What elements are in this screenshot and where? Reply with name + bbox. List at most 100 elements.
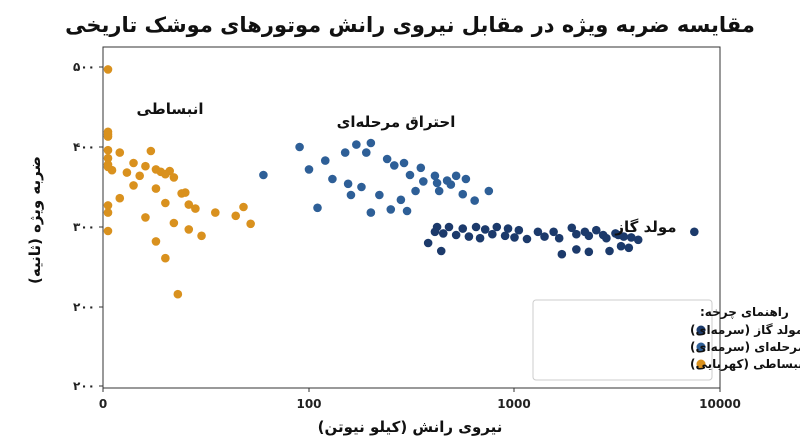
data-point-series-2 xyxy=(151,184,161,193)
data-point-series-0 xyxy=(557,249,567,259)
data-point-series-1 xyxy=(343,179,353,189)
data-point-series-2 xyxy=(151,237,161,246)
data-point-series-2 xyxy=(141,213,150,222)
data-point-series-0 xyxy=(584,247,594,257)
data-point-series-2 xyxy=(169,173,179,182)
data-point-series-1 xyxy=(430,171,440,181)
data-point-series-1 xyxy=(411,186,420,196)
legend-marker xyxy=(696,325,706,335)
data-point-series-0 xyxy=(549,227,558,237)
data-point-series-1 xyxy=(361,148,371,157)
data-point-series-0 xyxy=(475,233,485,243)
data-point-series-0 xyxy=(591,225,601,235)
legend-title: راهنمای چرخه: xyxy=(700,305,789,319)
data-point-series-2 xyxy=(180,188,190,197)
data-point-series-2 xyxy=(184,200,194,209)
data-point-series-0 xyxy=(624,243,634,253)
data-point-series-0 xyxy=(423,238,433,248)
data-point-series-1 xyxy=(328,174,337,184)
data-point-series-1 xyxy=(451,171,461,181)
plot-frame xyxy=(102,46,721,389)
data-point-series-0 xyxy=(438,229,448,238)
data-point-series-2 xyxy=(129,158,138,168)
x-axis-label: نیروی رانش (کیلو نیوتن) xyxy=(318,418,503,436)
data-point-series-0 xyxy=(540,232,549,241)
data-point-series-2 xyxy=(197,231,206,241)
data-point-series-0 xyxy=(633,235,643,245)
data-point-series-0 xyxy=(584,231,594,241)
data-point-series-2 xyxy=(103,129,113,139)
x-tick-label: 0 xyxy=(99,397,107,411)
data-point-series-1 xyxy=(366,138,376,148)
data-point-series-2 xyxy=(161,169,170,179)
data-point-series-1 xyxy=(389,161,399,170)
data-point-series-1 xyxy=(346,190,356,200)
data-point-series-0 xyxy=(471,222,481,232)
data-point-series-1 xyxy=(259,170,268,180)
y-tick-label: ۲۰۰ xyxy=(73,300,95,314)
legend-entries: مولد گاز (سرمه‌ای) احتراق مرحله‌ای (سرمه‌… xyxy=(690,323,800,371)
data-point-series-1 xyxy=(402,206,412,216)
x-tick-label: 10000 xyxy=(699,397,741,411)
data-point-series-0 xyxy=(500,231,510,241)
data-point-series-0 xyxy=(554,233,564,243)
y-tick-label: ۲۰۰ xyxy=(73,379,95,393)
data-point-series-1 xyxy=(399,158,409,168)
data-point-series-1 xyxy=(419,177,428,186)
data-point-series-0 xyxy=(572,229,581,239)
legend-entry-label: احتراق مرحله‌ای (سرمه‌ای) xyxy=(690,340,800,354)
data-point-series-2 xyxy=(135,171,144,181)
data-point-series-1 xyxy=(405,170,415,180)
annotation-gas-generator: مولد گاز xyxy=(614,218,676,236)
data-point-series-0 xyxy=(430,227,440,237)
data-point-series-1 xyxy=(352,140,361,149)
data-point-series-1 xyxy=(484,186,494,196)
data-point-series-0 xyxy=(436,246,446,256)
annotation-staged-combustion: احتراق مرحله‌ای xyxy=(337,113,456,131)
data-point-series-2 xyxy=(115,148,125,157)
y-tick-label: ۴۰۰ xyxy=(73,140,95,154)
data-point-series-0 xyxy=(480,225,490,234)
data-point-series-1 xyxy=(313,203,322,213)
data-point-series-0 xyxy=(602,233,611,243)
data-point-series-2 xyxy=(141,161,150,171)
data-point-series-0 xyxy=(616,241,626,251)
data-point-series-1 xyxy=(357,182,366,192)
legend-marker xyxy=(696,342,706,352)
data-point-series-1 xyxy=(340,148,350,157)
data-point-series-0 xyxy=(626,233,636,242)
data-point-series-0 xyxy=(533,227,543,237)
x-tick-label: 100 xyxy=(296,397,321,411)
data-point-series-2 xyxy=(103,208,113,217)
data-point-series-1 xyxy=(320,156,330,165)
data-point-series-2 xyxy=(103,201,113,210)
data-point-series-0 xyxy=(514,225,524,235)
data-point-series-1 xyxy=(446,180,456,189)
data-point-series-2 xyxy=(122,168,132,177)
data-point-series-2 xyxy=(211,208,220,217)
data-point-series-1 xyxy=(366,208,376,217)
data-point-series-2 xyxy=(103,145,113,155)
data-point-series-2 xyxy=(103,153,113,163)
data-point-series-1 xyxy=(458,189,468,199)
data-point-series-2 xyxy=(246,219,255,229)
data-point-series-1 xyxy=(295,142,304,152)
annotation-expander: انبساطی xyxy=(136,100,203,118)
legend-box xyxy=(532,299,713,381)
data-point-series-0 xyxy=(614,230,623,240)
data-point-series-2 xyxy=(115,193,125,203)
data-point-series-2 xyxy=(161,253,170,263)
data-point-series-0 xyxy=(444,222,454,232)
data-point-series-2 xyxy=(173,289,183,299)
data-point-series-0 xyxy=(492,222,502,232)
data-point-series-2 xyxy=(146,146,156,156)
legend: راهنمای چرخه: مولد گاز (سرمه‌ای) احتراق م… xyxy=(532,299,800,381)
data-point-series-2 xyxy=(103,162,113,172)
data-point-series-0 xyxy=(605,246,614,256)
data-point-series-1 xyxy=(304,165,314,174)
y-axis-ticks: ۲۰۰ ۲۰۰ ۳۰۰ ۴۰۰ ۵۰۰ xyxy=(73,60,103,393)
data-point-series-1 xyxy=(382,154,392,164)
data-point-series-1 xyxy=(461,174,471,184)
y-tick-label: ۵۰۰ xyxy=(73,60,95,74)
